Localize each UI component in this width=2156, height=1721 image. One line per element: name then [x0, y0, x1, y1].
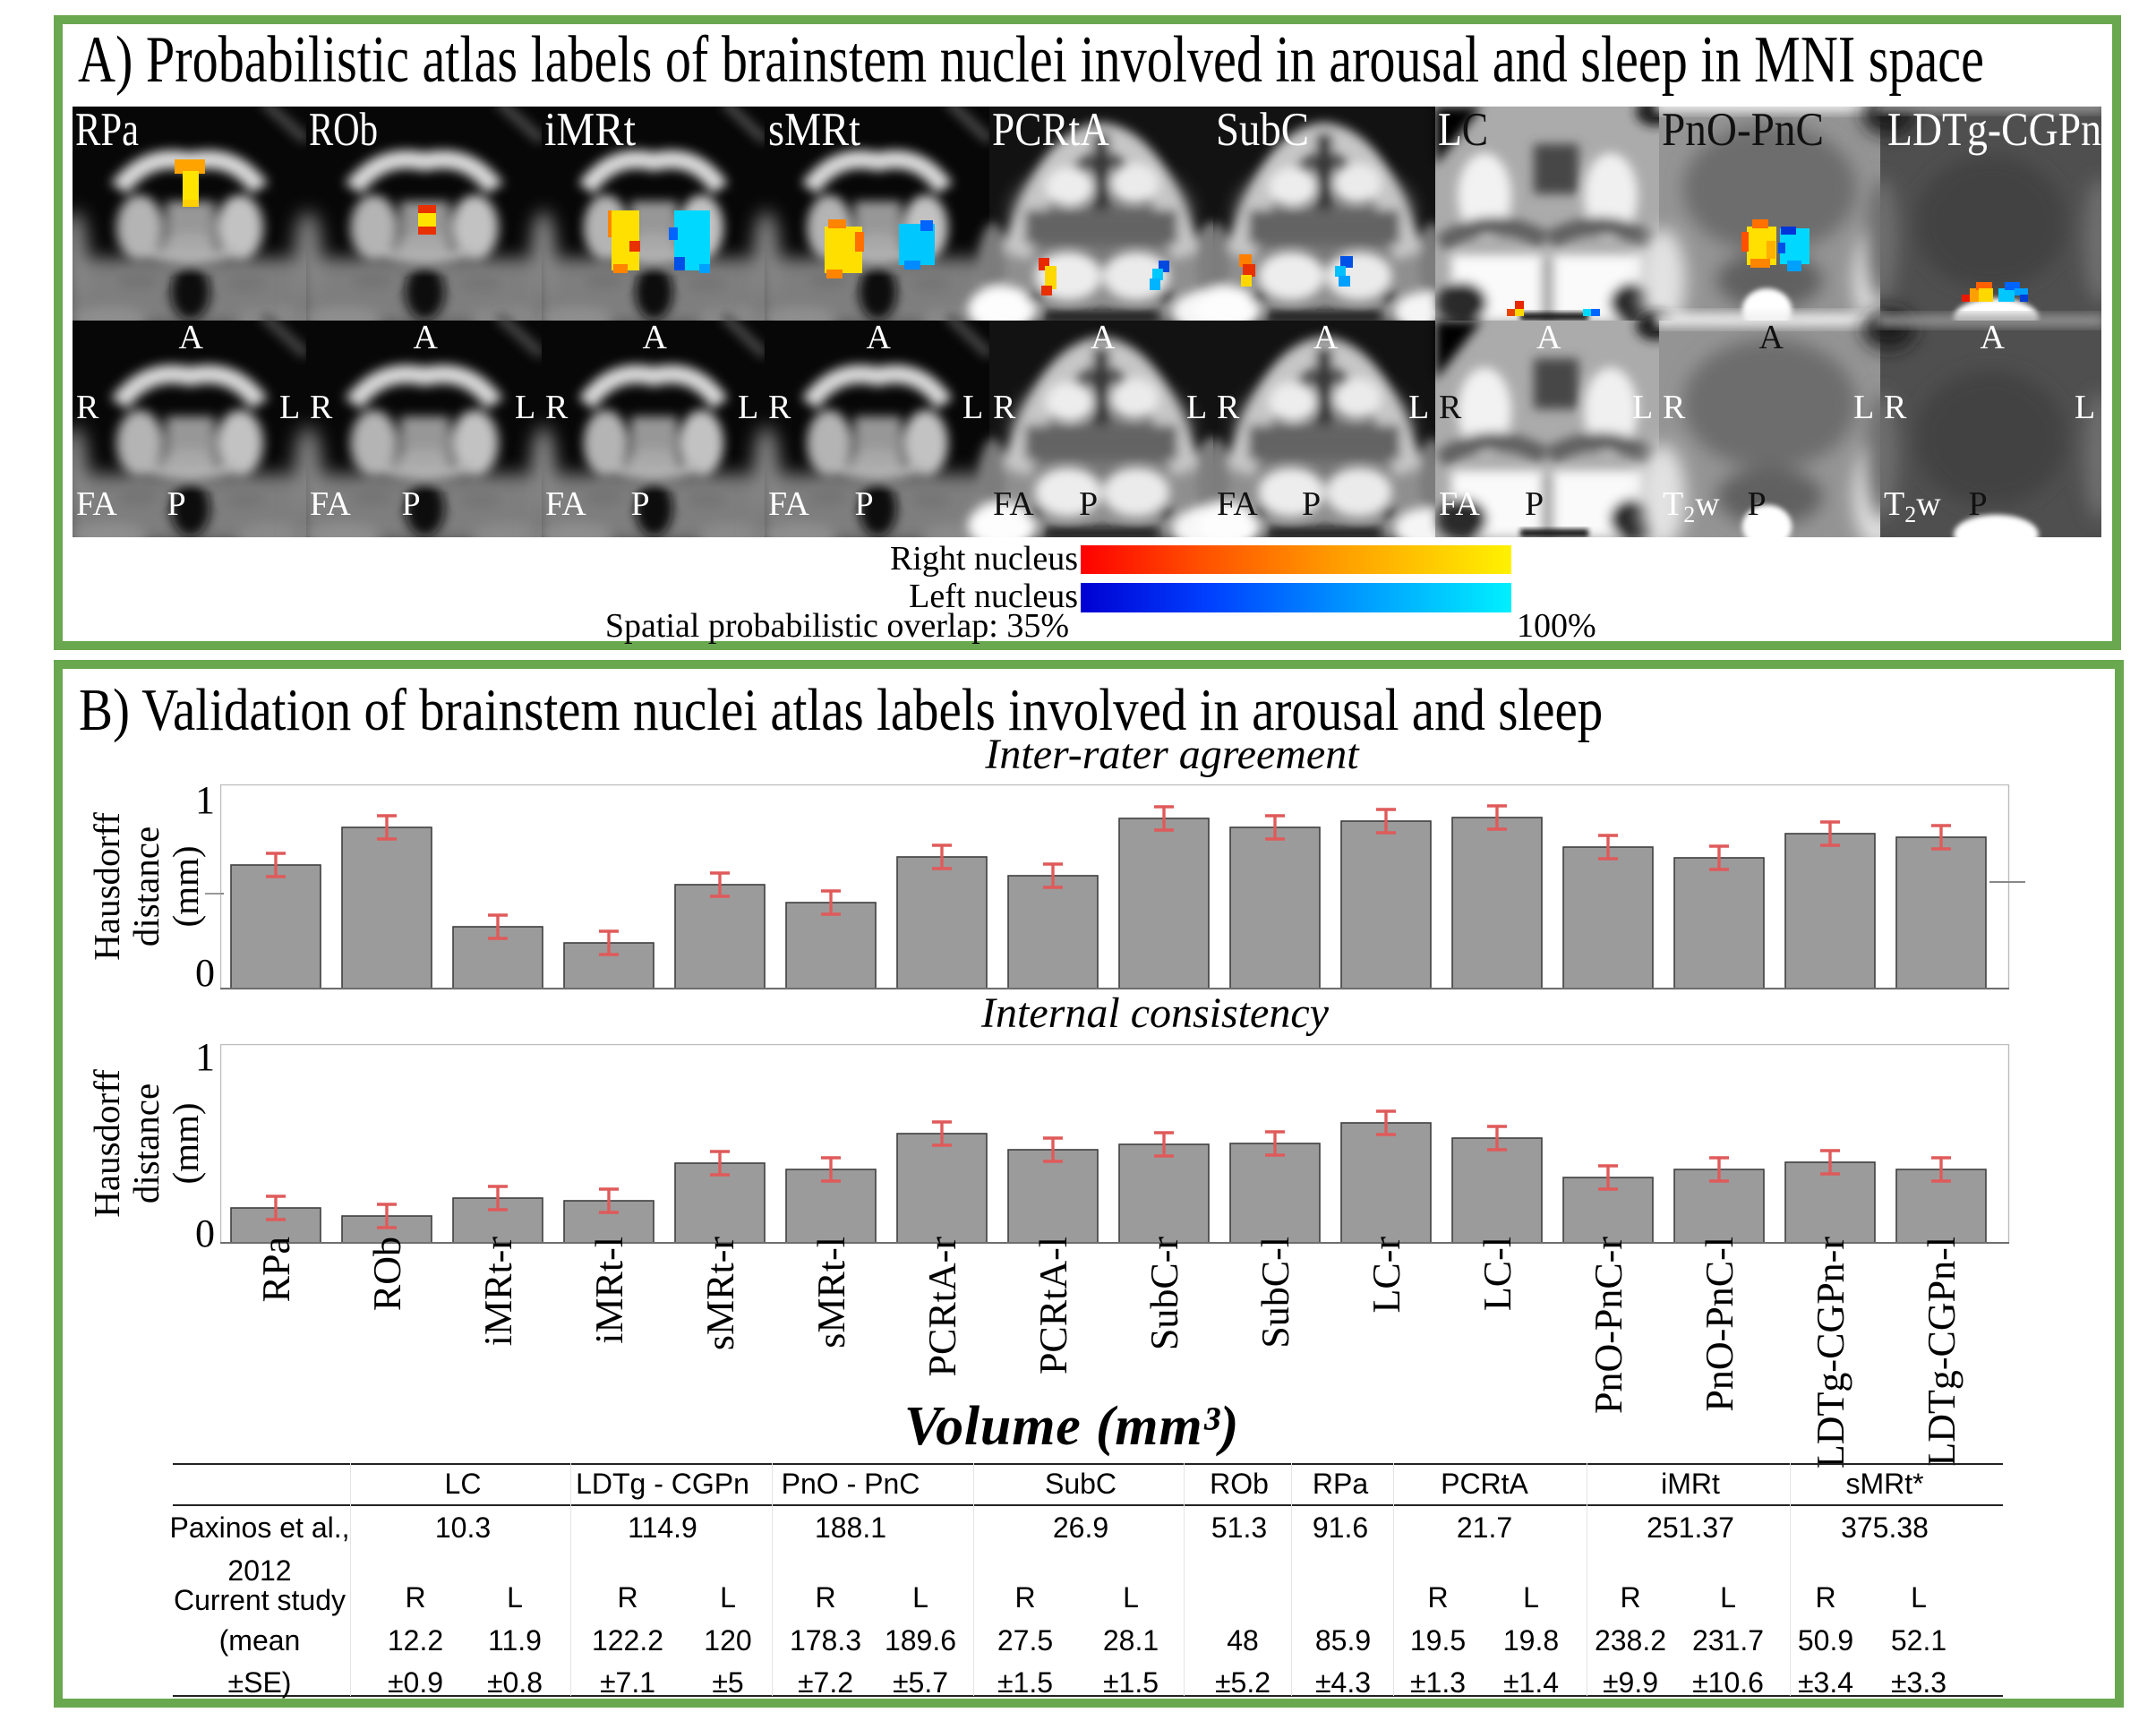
svg-text:distance: distance	[125, 1083, 167, 1203]
svg-text:ROb: ROb	[309, 107, 378, 156]
svg-text:LC-r: LC-r	[1365, 1237, 1408, 1314]
svg-text:A: A	[179, 319, 204, 356]
svg-text:A: A	[1313, 319, 1339, 356]
svg-text:L: L	[738, 389, 758, 426]
svg-text:iMRt-r: iMRt-r	[476, 1237, 520, 1347]
svg-text:P: P	[1525, 485, 1544, 523]
svg-text:L: L	[1632, 389, 1653, 426]
svg-text:sMRt-l: sMRt-l	[809, 1237, 853, 1349]
svg-text:LDTg-CGPn: LDTg-CGPn	[1887, 107, 2101, 156]
svg-text:iMRt-l: iMRt-l	[587, 1237, 631, 1344]
svg-text:L: L	[515, 389, 535, 426]
svg-text:PCRtA-l: PCRtA-l	[1031, 1237, 1075, 1374]
svg-text:A: A	[414, 319, 439, 356]
svg-text:L: L	[962, 389, 983, 426]
svg-text:P: P	[1748, 485, 1767, 523]
svg-text:A: A	[1091, 319, 1116, 356]
svg-text:LDTg-CGPn-r: LDTg-CGPn-r	[1809, 1237, 1852, 1468]
svg-text:FA: FA	[1217, 485, 1258, 523]
svg-text:R: R	[545, 389, 569, 426]
svg-text:P: P	[167, 485, 186, 523]
svg-text:L: L	[1186, 389, 1207, 426]
svg-text:LC: LC	[1438, 107, 1488, 156]
svg-text:P: P	[1302, 485, 1321, 523]
svg-text:P: P	[1079, 485, 1098, 523]
svg-text:FA: FA	[768, 485, 809, 523]
svg-text:LC-l: LC-l	[1476, 1237, 1519, 1311]
svg-text:SubC-l: SubC-l	[1253, 1237, 1297, 1349]
svg-text:ROb: ROb	[365, 1237, 409, 1311]
svg-text:L: L	[1853, 389, 1874, 426]
svg-text:PnO-PnC-r: PnO-PnC-r	[1587, 1237, 1630, 1414]
svg-text:(mm): (mm)	[165, 845, 206, 927]
svg-text:SubC: SubC	[1216, 107, 1309, 156]
svg-text:A: A	[1536, 319, 1561, 356]
svg-text:R: R	[1439, 389, 1462, 426]
svg-text:R: R	[1884, 389, 1907, 426]
svg-text:SubC-r: SubC-r	[1142, 1237, 1186, 1350]
svg-text:R: R	[76, 389, 99, 426]
svg-text:R: R	[768, 389, 791, 426]
svg-text:PnO-PnC: PnO-PnC	[1662, 107, 1824, 156]
svg-text:PCRtA: PCRtA	[992, 107, 1109, 156]
svg-text:P: P	[402, 485, 421, 523]
svg-text:iMRt: iMRt	[544, 107, 636, 156]
svg-text:A: A	[867, 319, 892, 356]
svg-text:R: R	[310, 389, 333, 426]
svg-text:L: L	[1408, 389, 1429, 426]
svg-text:A: A	[643, 319, 668, 356]
svg-text:FA: FA	[545, 485, 586, 523]
svg-text:P: P	[631, 485, 650, 523]
svg-text:sMRt: sMRt	[768, 107, 860, 156]
svg-text:distance: distance	[125, 826, 167, 946]
svg-text:RPa: RPa	[75, 107, 139, 156]
svg-text:R: R	[1663, 389, 1686, 426]
svg-text:LDTg-CGPn-l: LDTg-CGPn-l	[1920, 1237, 1964, 1467]
svg-text:FA: FA	[1439, 485, 1480, 523]
svg-text:PnO-PnC-l: PnO-PnC-l	[1698, 1237, 1741, 1412]
svg-text:A: A	[1981, 319, 2006, 356]
svg-text:R: R	[993, 389, 1016, 426]
svg-text:A: A	[1759, 319, 1784, 356]
svg-text:sMRt-r: sMRt-r	[698, 1237, 742, 1350]
svg-text:FA: FA	[993, 485, 1034, 523]
svg-text:P: P	[1969, 485, 1988, 523]
svg-text:L: L	[279, 389, 300, 426]
svg-text:P: P	[855, 485, 874, 523]
svg-text:(mm): (mm)	[165, 1102, 206, 1184]
svg-text:L: L	[2075, 389, 2095, 426]
svg-text:Hausdorff: Hausdorff	[86, 1069, 127, 1218]
svg-text:RPa: RPa	[254, 1237, 298, 1302]
svg-text:Hausdorff: Hausdorff	[86, 812, 127, 961]
svg-text:FA: FA	[310, 485, 351, 523]
svg-text:R: R	[1217, 389, 1240, 426]
svg-text:PCRtA-r: PCRtA-r	[920, 1237, 964, 1377]
svg-text:FA: FA	[76, 485, 117, 523]
